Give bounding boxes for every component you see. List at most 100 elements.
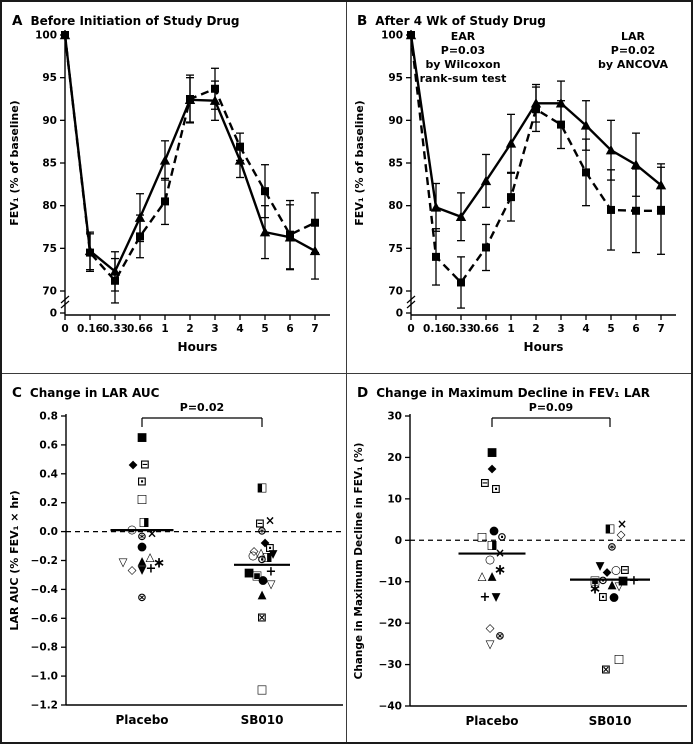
significance-bracket: P=0.02 xyxy=(141,401,263,427)
panel-a-plot: 100 95 90 85 80 75 70 00 0.16 0.33 0.66 1 2 3 4 5 6 7 Hour… xyxy=(8,29,330,354)
group-sb010: SB010×◧◇⊛▼◆○⊟▣⊙■+▲∗▽⊡●□⊠ xyxy=(570,517,650,728)
data-point-marker: ◨ xyxy=(139,515,150,529)
y-tick-label: 75 xyxy=(388,243,403,255)
data-point-marker: × xyxy=(265,513,275,527)
data-point-marker: ○ xyxy=(127,522,137,536)
group-sb010: SB010 ◧ ×⊟⊛◆⊡ ◇△ ▼ ○ ⊙◨+ ■▣●▽▲ ⊠ □ xyxy=(234,480,290,727)
data-point-marker: × xyxy=(147,526,157,540)
data-point-square xyxy=(607,205,615,214)
data-point-square xyxy=(482,243,490,252)
y-tick-label-zero: 0 xyxy=(396,308,403,320)
axes: 0.8 0.6 0.4 0.2 0.0 −0.2 −0.4 −0.6 −0.8 −1.0 −1.2 L… xyxy=(8,411,343,712)
data-point-marker: × xyxy=(617,517,627,531)
y-tick-label: 0.2 xyxy=(39,497,58,509)
data-point-marker: ◆ xyxy=(261,535,270,549)
y-tick-label: 0.8 xyxy=(39,411,58,423)
x-tick-label: 6 xyxy=(632,323,639,335)
data-point-marker: ⊠ xyxy=(601,662,611,676)
y-tick-label: 85 xyxy=(388,158,403,170)
data-point-marker: ⊛ xyxy=(607,540,617,554)
y-tick-label: 80 xyxy=(42,200,57,212)
data-point-marker: □ xyxy=(137,492,148,506)
data-point-square xyxy=(186,95,194,103)
group-placebo: Placebo■◆⊟⊡●□⊙◨×○∗△▲+▼◇⊗▽ xyxy=(458,444,526,728)
data-point-marker: ■ xyxy=(487,444,498,458)
data-point-square xyxy=(61,31,69,39)
panel-a-letter: A xyxy=(12,13,23,29)
x-tick-label: 4 xyxy=(582,323,589,335)
data-point-triangle xyxy=(480,175,492,186)
panel-d: D Change in Maximum Decline in FEV₁ LAR 3… xyxy=(347,374,691,742)
y-tick-label: −0.2 xyxy=(31,555,58,567)
data-point-square xyxy=(557,120,565,129)
data-point-marker: ○ xyxy=(611,562,621,576)
data-point-marker: ⊠ xyxy=(257,610,267,624)
data-point-marker: ∗ xyxy=(494,561,507,579)
data-point-marker: ⊛ xyxy=(137,529,147,543)
y-axis-title: FEV₁ (% of baseline) xyxy=(8,100,21,225)
panel-d-header: D Change in Maximum Decline in FEV₁ LAR xyxy=(357,382,650,401)
data-point-marker: △ xyxy=(478,569,487,583)
data-point-square xyxy=(136,232,144,241)
data-point-marker: ⊡ xyxy=(137,474,147,488)
data-point-marker: ◨ xyxy=(487,538,498,552)
data-point-marker: + xyxy=(266,564,277,579)
data-point-triangle xyxy=(630,159,642,169)
axes: 30 20 10 0 −10 −20 −30 −40 Change in Maximum Dec… xyxy=(353,411,687,713)
annotation-line: P=0.03 xyxy=(441,44,485,57)
data-point-triangle xyxy=(159,155,171,165)
y-tick-label: −30 xyxy=(379,659,402,671)
group-placebo: Placebo ■ ◆ ⊟ ⊡ □ ◨○ ×⊛●△▲ ∗ ▽ + ◇ ▼ ⊗ xyxy=(110,429,174,727)
data-point-marker: ⊟ xyxy=(480,475,490,489)
x-tick-label: 0.66 xyxy=(127,323,153,335)
panel-b: B After 4 Wk of Study Drug 100 95 90 85 80 75 7… xyxy=(347,2,691,374)
group-label: Placebo xyxy=(115,713,168,727)
data-point-marker: □ xyxy=(477,529,488,543)
panel-c-plot: 0.8 0.6 0.4 0.2 0.0 −0.2 −0.4 −0.6 −0.8 −1.0 −1.2 L… xyxy=(8,401,343,727)
data-point-marker: ○ xyxy=(248,548,258,562)
panel-b-header: B After 4 Wk of Study Drug xyxy=(357,10,546,29)
data-point-marker: ◧ xyxy=(257,480,268,494)
y-tick-label: 20 xyxy=(387,452,402,464)
series-dashed-square xyxy=(61,31,319,304)
x-tick-label: 7 xyxy=(311,323,318,335)
y-tick-label: 0.6 xyxy=(39,439,58,451)
x-tick-label: 0 xyxy=(407,323,414,335)
x-tick-label: 7 xyxy=(657,323,664,335)
significance-bracket: P=0.09 xyxy=(491,401,611,427)
y-tick-label: −0.4 xyxy=(31,584,58,596)
x-tick-label: 0.16 xyxy=(423,323,449,335)
y-tick-label: 0.4 xyxy=(39,468,58,480)
y-tick-label: −0.6 xyxy=(31,613,58,625)
axis-break-mark xyxy=(406,295,416,304)
data-point-marker: ◆ xyxy=(129,457,138,471)
data-point-marker: ⊟ xyxy=(255,516,265,530)
x-tick-label: 0.33 xyxy=(102,323,128,335)
x-tick-label: 0.16 xyxy=(77,323,103,335)
y-tick-label: −10 xyxy=(379,576,402,588)
data-point-marker: ■ xyxy=(137,429,148,443)
panel-b-letter: B xyxy=(357,13,368,29)
group-label: Placebo xyxy=(465,714,518,728)
data-point-marker: ⊡ xyxy=(265,541,275,555)
data-point-marker: △ xyxy=(257,545,266,559)
data-point-marker: ◇ xyxy=(128,562,137,576)
data-point-marker: ◆ xyxy=(488,461,497,475)
data-point-marker: ◇ xyxy=(617,527,626,541)
data-point-triangle xyxy=(505,138,517,148)
series-solid-triangle xyxy=(59,29,321,292)
data-point-marker: ⊙ xyxy=(257,552,267,566)
data-point-marker: ∗ xyxy=(589,579,602,597)
x-tick-label: 5 xyxy=(607,323,614,335)
data-point-marker: ▽ xyxy=(267,577,276,591)
y-tick-label: 30 xyxy=(387,411,402,423)
data-point-triangle xyxy=(455,211,467,221)
data-point-marker: ⊗ xyxy=(495,629,505,643)
panel-a-title: Before Initiation of Study Drug xyxy=(30,14,240,28)
data-point-marker: □ xyxy=(614,651,625,665)
panel-b-plot: 100 95 90 85 80 75 70 00 0.16 0.33 0.66 1 2 3 4 5 6 7 Hour… xyxy=(353,30,676,354)
y-tick-label: 95 xyxy=(388,72,403,84)
panel-d-plot: 30 20 10 0 −10 −20 −30 −40 Change in Maximum Dec… xyxy=(353,401,687,728)
